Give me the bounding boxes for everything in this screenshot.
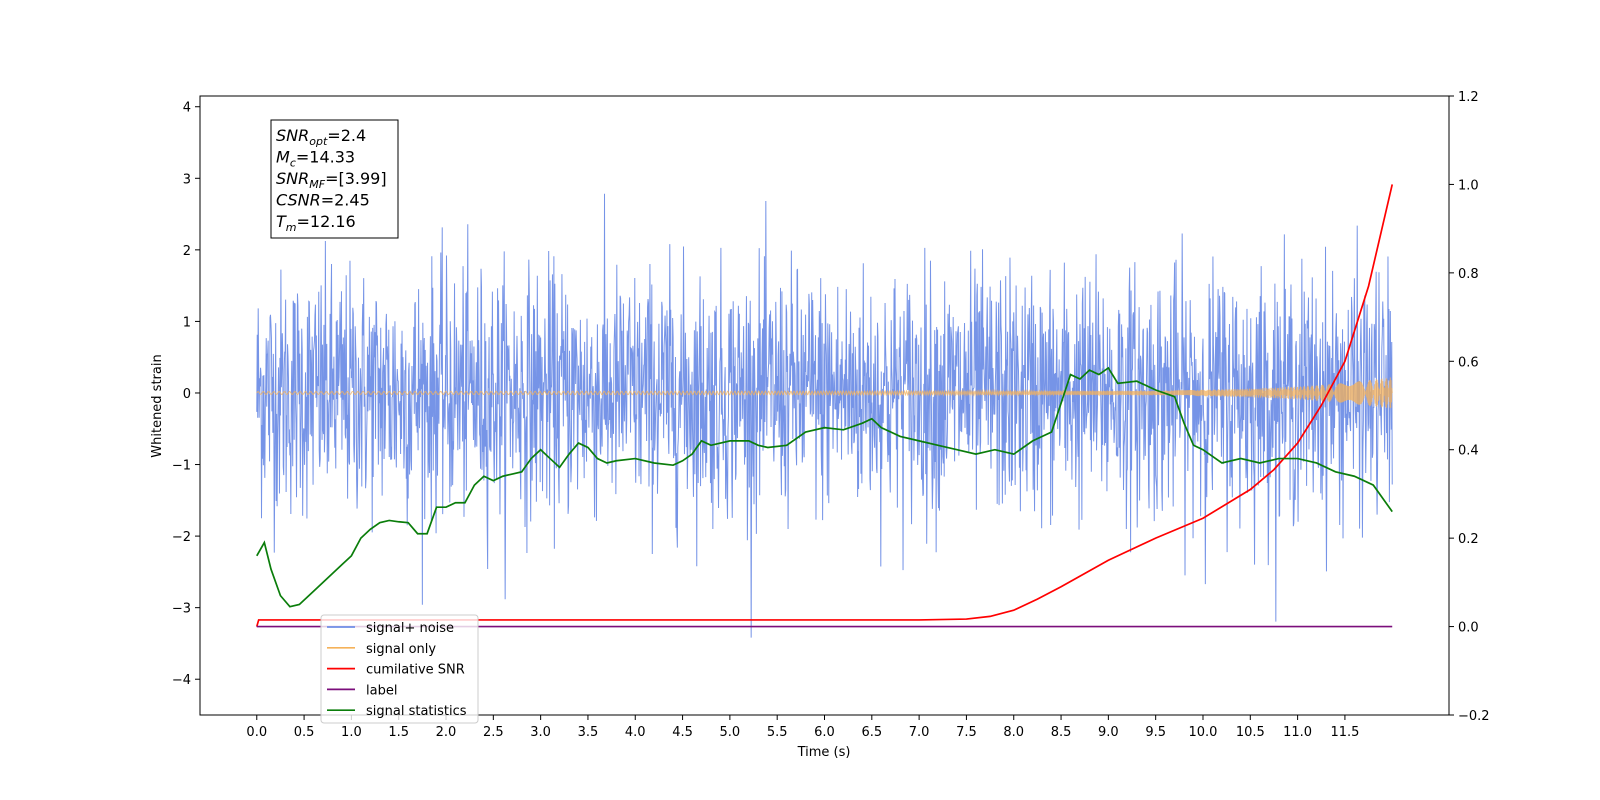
- legend-label: signal only: [366, 642, 436, 657]
- x-tick-label: 6.5: [861, 725, 882, 740]
- y-tick-label-left: 4: [183, 101, 191, 116]
- series-line-1: [256, 377, 1393, 408]
- annotation-frame: [270, 119, 399, 239]
- x-tick-label: 0.0: [246, 725, 267, 740]
- y-tick-label-right: −0.2: [1458, 709, 1490, 724]
- y-tick-label-right: 0.8: [1458, 267, 1479, 282]
- x-tick-label: 1.5: [388, 725, 409, 740]
- x-tick-label: 5.5: [767, 725, 788, 740]
- annotation-line: Tm=12.16: [276, 212, 356, 234]
- y-tick-label-left: −2: [172, 530, 191, 545]
- legend-label: signal statistics: [366, 704, 467, 719]
- x-tick-label: 6.0: [814, 725, 835, 740]
- legend-label: signal+ noise: [366, 621, 454, 636]
- x-tick-label: 5.0: [720, 725, 741, 740]
- x-tick-label: 4.5: [672, 725, 693, 740]
- y-tick-label-left: 1: [183, 315, 191, 330]
- x-tick-label: 8.0: [1003, 725, 1024, 740]
- y-tick-label-left: 3: [183, 172, 191, 187]
- x-tick-label: 9.0: [1098, 725, 1119, 740]
- y-tick-label-left: −3: [172, 602, 191, 617]
- y-tick-label-left: 2: [183, 244, 191, 259]
- y-tick-label-left: −4: [172, 673, 191, 688]
- x-tick-label: 3.0: [530, 725, 551, 740]
- series-line-4: [256, 366, 1393, 608]
- legend-frame: [320, 614, 479, 724]
- x-tick-label: 9.5: [1145, 725, 1166, 740]
- y-tick-label-left: −1: [172, 459, 191, 474]
- annotation-line: SNRopt=2.4: [276, 126, 366, 148]
- y-tick-label-right: 1.0: [1458, 178, 1479, 193]
- legend-label: cumilative SNR: [366, 663, 465, 678]
- legend-label: label: [366, 683, 397, 698]
- x-tick-label: 10.0: [1189, 725, 1218, 740]
- x-tick-label: 8.5: [1051, 725, 1072, 740]
- legend: signal+ noise signal only cumilative SNR la…: [320, 614, 479, 724]
- y-axis-label-left: Whitened strain: [150, 354, 165, 457]
- x-tick-label: 1.0: [341, 725, 362, 740]
- annotation-line: Mc=14.33: [276, 148, 355, 170]
- x-tick-label: 0.5: [294, 725, 315, 740]
- y-tick-label-right: 1.2: [1458, 90, 1479, 105]
- x-tick-label: 11.0: [1283, 725, 1312, 740]
- series-line-0: [256, 193, 1393, 638]
- y-tick-label-right: 0.0: [1458, 621, 1479, 636]
- annotation-line: SNRMF=[3.99]: [276, 169, 387, 191]
- x-axis: 0.0 0.5 1.0 1.5 2.0 2.5 3.0 3.5 4.0 4.5 5.0 5.5 6.0 6…: [246, 715, 1359, 740]
- x-tick-label: 4.0: [625, 725, 646, 740]
- y-axis-right: 1.2 1.0 0.8 0.6 0.4 0.2 0.0 −0.2: [1449, 90, 1490, 724]
- y-axis-left: 4 3 2 1 0 −1 −2 −3 −4: [172, 101, 200, 688]
- x-tick-label: 2.0: [436, 725, 457, 740]
- y-tick-label-right: 0.6: [1458, 355, 1479, 370]
- series-layer: [255, 184, 1394, 638]
- y-tick-label-right: 0.2: [1458, 532, 1479, 547]
- x-tick-label: 3.5: [578, 725, 599, 740]
- y-tick-label-left: 0: [183, 387, 191, 402]
- x-tick-label: 10.5: [1236, 725, 1265, 740]
- x-tick-label: 7.5: [956, 725, 977, 740]
- y-tick-label-right: 0.4: [1458, 444, 1479, 459]
- x-tick-label: 11.5: [1330, 725, 1359, 740]
- x-tick-label: 7.0: [909, 725, 930, 740]
- x-tick-label: 2.5: [483, 725, 504, 740]
- annotation-line: CSNR=2.45: [276, 191, 370, 210]
- x-axis-label: Time (s): [797, 745, 851, 760]
